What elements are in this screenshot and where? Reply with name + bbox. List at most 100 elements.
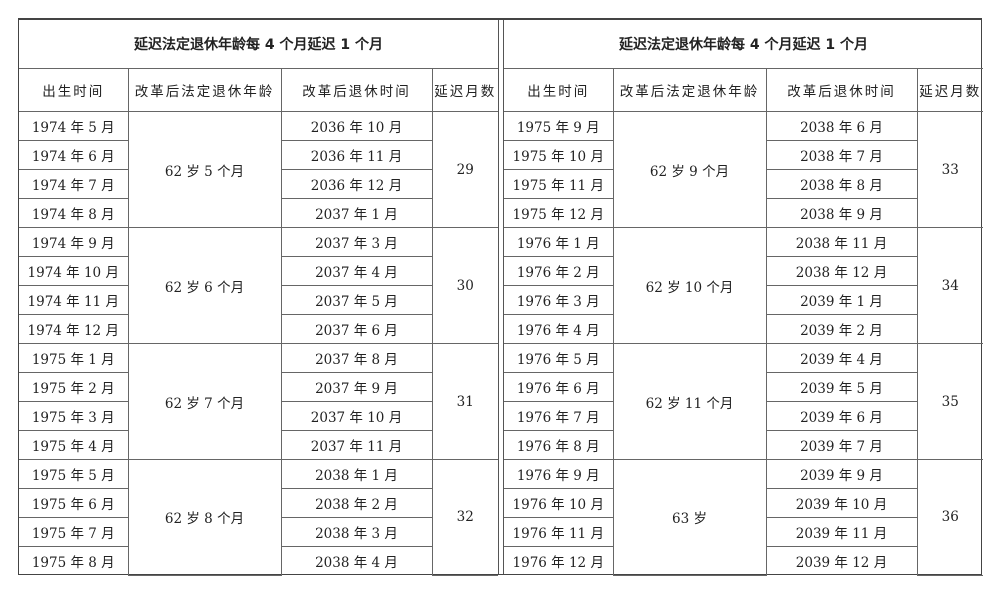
retirement-date-cell: 2039 年 2 月 (765, 314, 917, 344)
retirement-date-cell: 2037 年 9 月 (280, 372, 432, 402)
birth-date-cell: 1975 年 1 月 (19, 343, 129, 373)
birth-date-cell: 1975 年 10 月 (504, 140, 614, 170)
column-header: 改革后退休时间 (280, 68, 433, 112)
table-row: 1975 年 8 月 2038 年 4 月 (19, 546, 498, 575)
table-row: 1976 年 4 月 2039 年 2 月 (504, 314, 983, 344)
retirement-age-cell: 62 岁 10 个月 (612, 227, 767, 344)
retirement-date-cell: 2038 年 2 月 (280, 488, 432, 518)
table-row: 1975 年 9 月 62 岁 9 个月 2038 年 6 月 33 (504, 111, 984, 228)
table-row: 1975 年 5 月 62 岁 8 个月 2038 年 1 月 32 (19, 459, 499, 576)
birth-date-cell: 1975 年 6 月 (19, 488, 129, 518)
table-row: 1975 年 3 月 2037 年 10 月 (19, 401, 498, 431)
column-header: 出生时间 (504, 68, 614, 112)
retirement-date-cell: 2039 年 7 月 (765, 430, 917, 460)
birth-date-cell: 1976 年 2 月 (504, 256, 614, 286)
birth-date-cell: 1976 年 11 月 (504, 517, 614, 547)
retirement-date-cell: 2039 年 1 月 (765, 285, 917, 315)
retirement-date-cell: 2037 年 3 月 (280, 227, 433, 257)
birth-date-cell: 1974 年 10 月 (19, 256, 129, 286)
table-right-container: 延迟法定退休年龄每 4 个月延迟 1 个月 出生时间 改革后法定退休年龄 改革后退休时… (503, 20, 984, 576)
retirement-date-cell: 2038 年 12 月 (765, 256, 917, 286)
table-row: 1976 年 8 月 2039 年 7 月 (504, 430, 983, 460)
table-row: 1975 年 1 月 62 岁 7 个月 2037 年 8 月 31 (19, 343, 499, 460)
birth-date-cell: 1976 年 1 月 (504, 227, 614, 257)
birth-date-cell: 1974 年 6 月 (19, 140, 129, 170)
delay-months-cell: 30 (431, 227, 499, 344)
table-row: 1976 年 11 月 2039 年 11 月 (504, 517, 983, 547)
table-row: 1974 年 10 月 2037 年 4 月 (19, 256, 498, 286)
birth-date-cell: 1975 年 7 月 (19, 517, 129, 547)
retirement-age-cell: 63 岁 (612, 459, 767, 576)
column-header: 延迟月数 (431, 68, 499, 112)
retirement-table: 延迟法定退休年龄每 4 个月延迟 1 个月 出生时间 改革后法定退休年龄 改革后退休时… (504, 20, 984, 576)
delay-months-cell: 34 (916, 227, 984, 344)
birth-date-cell: 1976 年 12 月 (504, 546, 614, 575)
retirement-date-cell: 2038 年 4 月 (280, 546, 432, 575)
retirement-age-cell: 62 岁 6 个月 (127, 227, 282, 344)
birth-date-cell: 1975 年 11 月 (504, 169, 614, 199)
table-left-container: 延迟法定退休年龄每 4 个月延迟 1 个月 出生时间 改革后法定退休年龄 改革后退休时… (19, 20, 499, 576)
retirement-date-cell: 2039 年 9 月 (765, 459, 918, 489)
delay-months-cell: 36 (916, 459, 984, 576)
column-header: 改革后法定退休年龄 (127, 68, 282, 112)
table-row: 1976 年 1 月 62 岁 10 个月 2038 年 11 月 34 (504, 227, 984, 344)
retirement-date-cell: 2037 年 11 月 (280, 430, 432, 460)
table-row: 1974 年 6 月 2036 年 11 月 (19, 140, 498, 170)
delay-months-cell: 33 (916, 111, 984, 228)
table-row: 1975 年 11 月 2038 年 8 月 (504, 169, 983, 199)
table-row: 1975 年 4 月 2037 年 11 月 (19, 430, 498, 460)
birth-date-cell: 1975 年 3 月 (19, 401, 129, 431)
birth-date-cell: 1976 年 5 月 (504, 343, 614, 373)
table-row: 1974 年 5 月 62 岁 5 个月 2036 年 10 月 29 (19, 111, 499, 228)
birth-date-cell: 1975 年 4 月 (19, 430, 129, 460)
retirement-date-cell: 2037 年 5 月 (280, 285, 432, 315)
delay-months-cell: 32 (431, 459, 499, 576)
retirement-date-cell: 2037 年 6 月 (280, 314, 432, 344)
table-row: 1976 年 6 月 2039 年 5 月 (504, 372, 983, 402)
delay-months-cell: 31 (431, 343, 499, 460)
birth-date-cell: 1975 年 8 月 (19, 546, 129, 575)
table-row: 1975 年 6 月 2038 年 2 月 (19, 488, 498, 518)
delay-months-cell: 29 (431, 111, 499, 228)
retirement-date-cell: 2036 年 11 月 (280, 140, 432, 170)
birth-date-cell: 1976 年 3 月 (504, 285, 614, 315)
table-row: 1975 年 12 月 2038 年 9 月 (504, 198, 983, 228)
retirement-date-cell: 2037 年 1 月 (280, 198, 432, 228)
birth-date-cell: 1976 年 9 月 (504, 459, 614, 489)
table-title: 延迟法定退休年龄每 4 个月延迟 1 个月 (504, 20, 984, 69)
column-header: 改革后退休时间 (765, 68, 918, 112)
retirement-date-cell: 2038 年 1 月 (280, 459, 433, 489)
birth-date-cell: 1976 年 10 月 (504, 488, 614, 518)
retirement-date-cell: 2038 年 7 月 (765, 140, 917, 170)
birth-date-cell: 1975 年 5 月 (19, 459, 129, 489)
retirement-delay-document: 延迟法定退休年龄每 4 个月延迟 1 个月 出生时间 改革后法定退休年龄 改革后退休时… (18, 18, 984, 576)
retirement-date-cell: 2038 年 3 月 (280, 517, 432, 547)
column-header: 延迟月数 (916, 68, 984, 112)
birth-date-cell: 1974 年 5 月 (19, 111, 129, 141)
table-title: 延迟法定退休年龄每 4 个月延迟 1 个月 (19, 20, 499, 69)
table-row: 1976 年 5 月 62 岁 11 个月 2039 年 4 月 35 (504, 343, 984, 460)
birth-date-cell: 1974 年 8 月 (19, 198, 129, 228)
birth-date-cell: 1976 年 6 月 (504, 372, 614, 402)
delay-months-cell: 35 (916, 343, 984, 460)
retirement-date-cell: 2039 年 6 月 (765, 401, 917, 431)
retirement-table: 延迟法定退休年龄每 4 个月延迟 1 个月 出生时间 改革后法定退休年龄 改革后退休时… (19, 20, 499, 576)
retirement-date-cell: 2038 年 9 月 (765, 198, 917, 228)
birth-date-cell: 1975 年 12 月 (504, 198, 614, 228)
retirement-date-cell: 2039 年 4 月 (765, 343, 918, 373)
table-row: 1975 年 2 月 2037 年 9 月 (19, 372, 498, 402)
table-row: 1974 年 12 月 2037 年 6 月 (19, 314, 498, 344)
birth-date-cell: 1974 年 9 月 (19, 227, 129, 257)
table-row: 1974 年 9 月 62 岁 6 个月 2037 年 3 月 30 (19, 227, 499, 344)
birth-date-cell: 1974 年 7 月 (19, 169, 129, 199)
table-row: 1976 年 9 月 63 岁 2039 年 9 月 36 (504, 459, 984, 576)
birth-date-cell: 1975 年 9 月 (504, 111, 614, 141)
retirement-age-cell: 62 岁 8 个月 (127, 459, 282, 576)
retirement-date-cell: 2037 年 4 月 (280, 256, 432, 286)
table-row: 1976 年 12 月 2039 年 12 月 (504, 546, 983, 575)
retirement-age-cell: 62 岁 11 个月 (612, 343, 767, 460)
retirement-date-cell: 2039 年 11 月 (765, 517, 917, 547)
table-row: 1976 年 10 月 2039 年 10 月 (504, 488, 983, 518)
retirement-date-cell: 2038 年 6 月 (765, 111, 918, 141)
retirement-age-cell: 62 岁 7 个月 (127, 343, 282, 460)
